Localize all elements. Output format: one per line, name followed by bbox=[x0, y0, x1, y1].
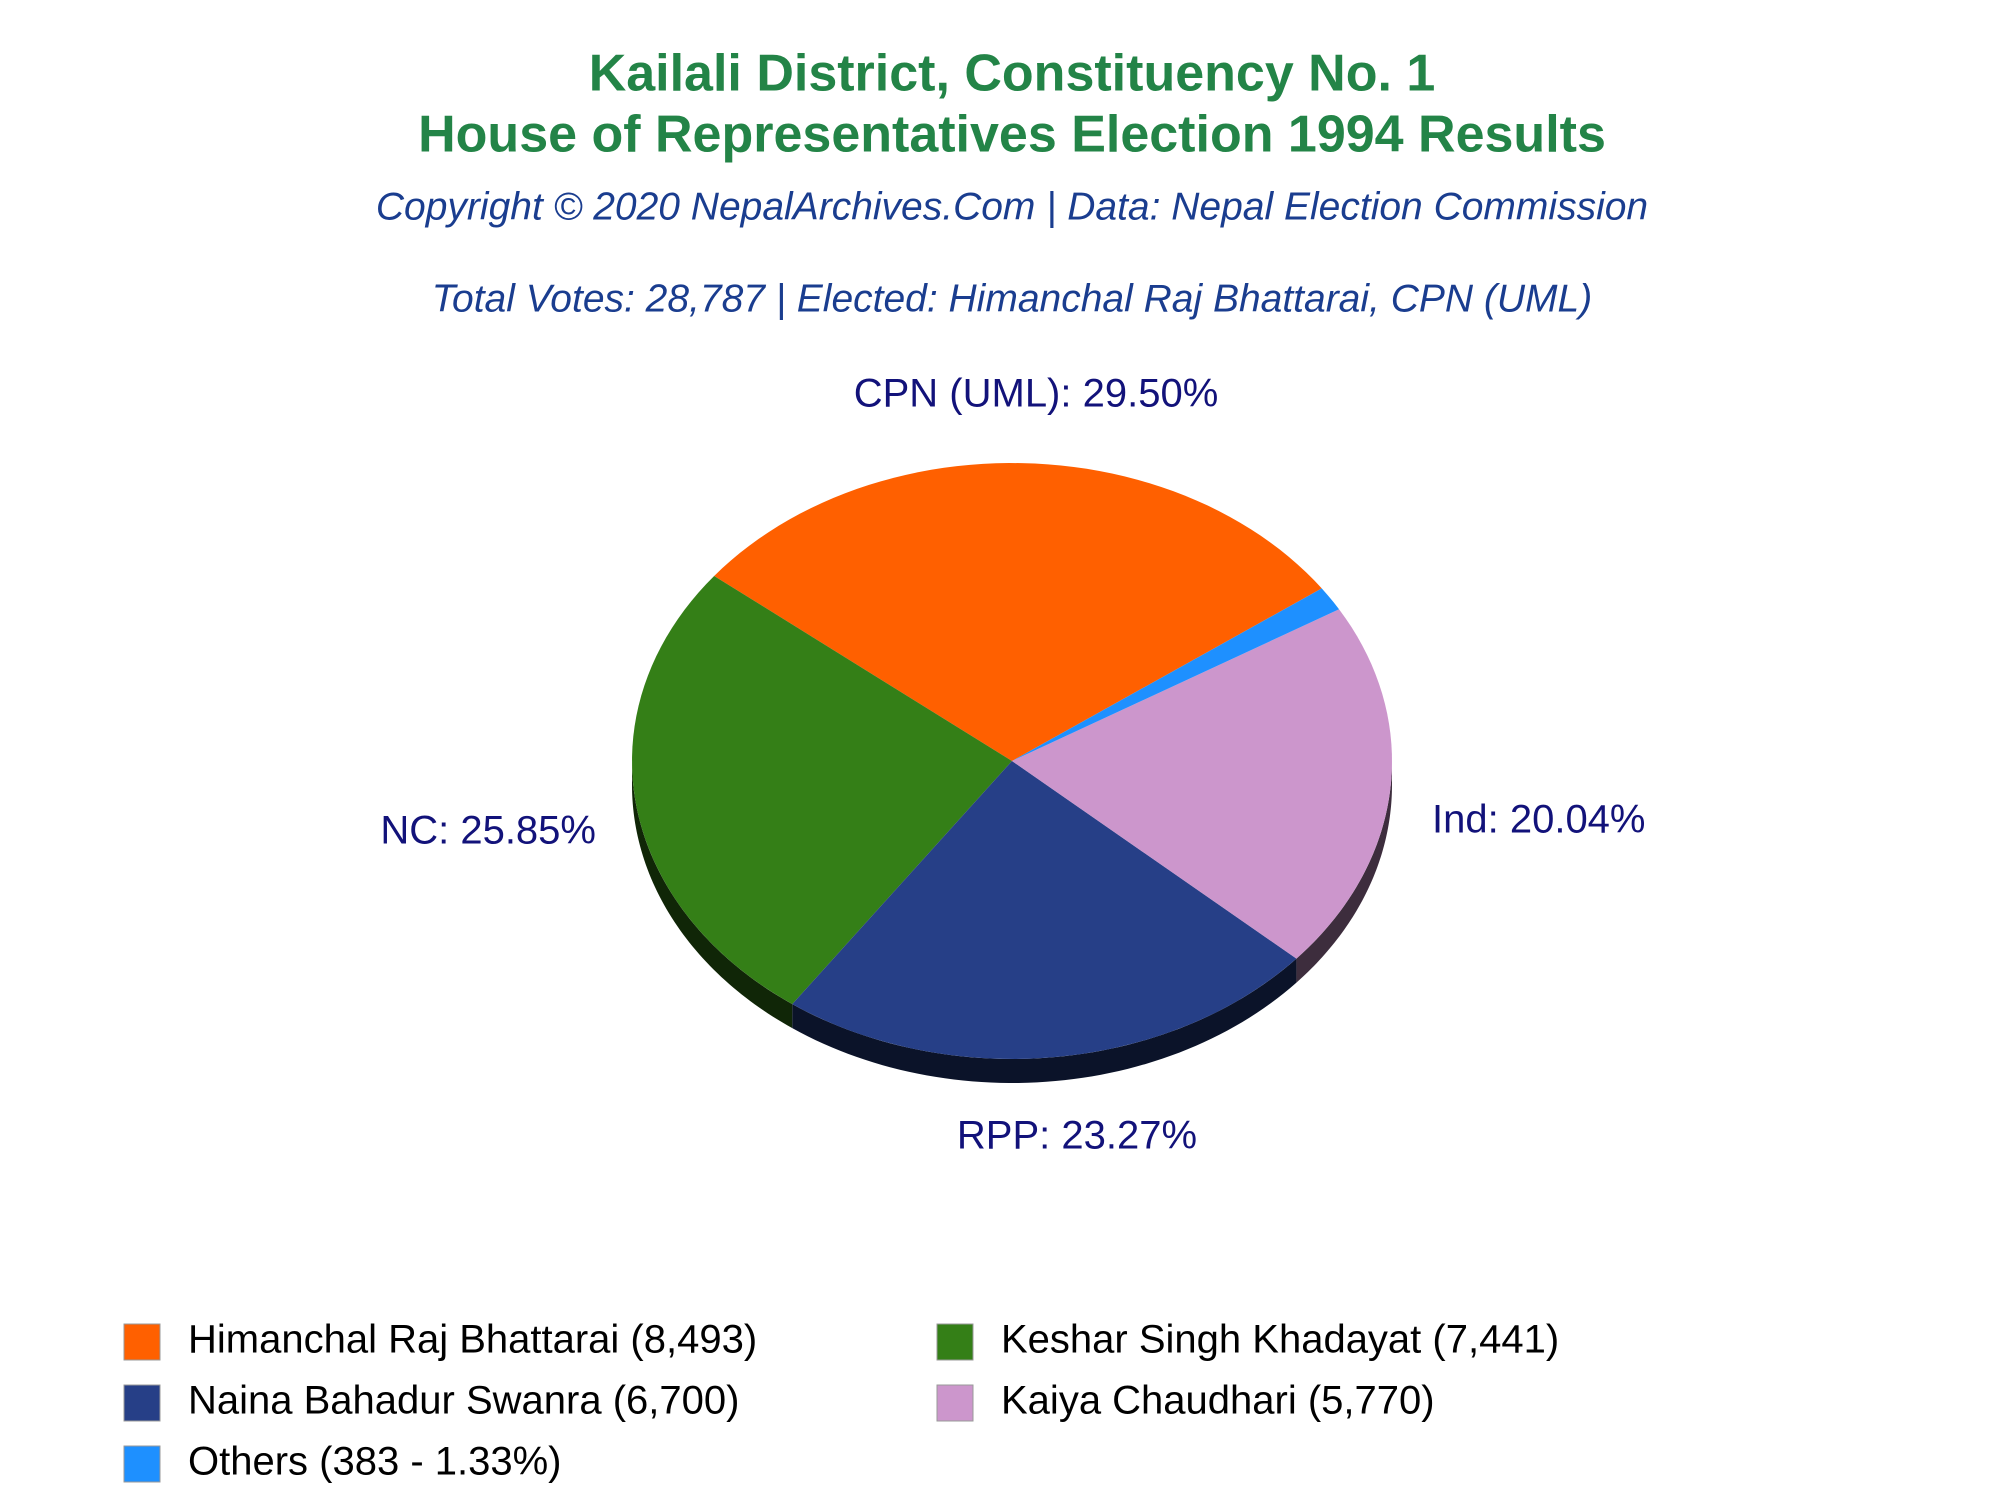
data-label: CPN (UML): 29.50% bbox=[854, 372, 1219, 416]
legend-swatch bbox=[123, 1445, 161, 1483]
pie-slice bbox=[632, 575, 1012, 1005]
legend-label: Kaiya Chaudhari (5,770) bbox=[1001, 1379, 1435, 1423]
data-label: Ind: 20.04% bbox=[1432, 798, 1646, 842]
legend-swatch bbox=[936, 1384, 974, 1422]
legend-label: Naina Bahadur Swanra (6,700) bbox=[188, 1379, 739, 1423]
data-label: NC: 25.85% bbox=[380, 809, 596, 853]
chart-title: Kailali District, Constituency No. 1 bbox=[589, 45, 1436, 103]
chart-subtitle: House of Representatives Election 1994 R… bbox=[418, 106, 1606, 164]
legend-swatch bbox=[123, 1323, 161, 1361]
legend-swatch bbox=[936, 1323, 974, 1361]
pie-side bbox=[632, 761, 793, 1029]
pie-side bbox=[1296, 761, 1392, 983]
annotation: Total Votes: 28,787 | Elected: Himanchal… bbox=[432, 277, 1592, 320]
pie-slice bbox=[1012, 609, 1392, 959]
pie-slice bbox=[792, 761, 1297, 1059]
pie-slice bbox=[714, 463, 1322, 761]
source: Copyright © 2020 NepalArchives.Com | Dat… bbox=[376, 185, 1648, 228]
pie-side bbox=[792, 958, 1297, 1083]
data-label: RPP: 23.27% bbox=[957, 1114, 1197, 1158]
pie-slice bbox=[1012, 588, 1340, 761]
legend-label: Himanchal Raj Bhattarai (8,493) bbox=[188, 1318, 757, 1362]
legend-label: Others (383 - 1.33%) bbox=[188, 1440, 562, 1484]
legend-swatch bbox=[123, 1384, 161, 1422]
legend-label: Keshar Singh Khadayat (7,441) bbox=[1001, 1318, 1559, 1362]
